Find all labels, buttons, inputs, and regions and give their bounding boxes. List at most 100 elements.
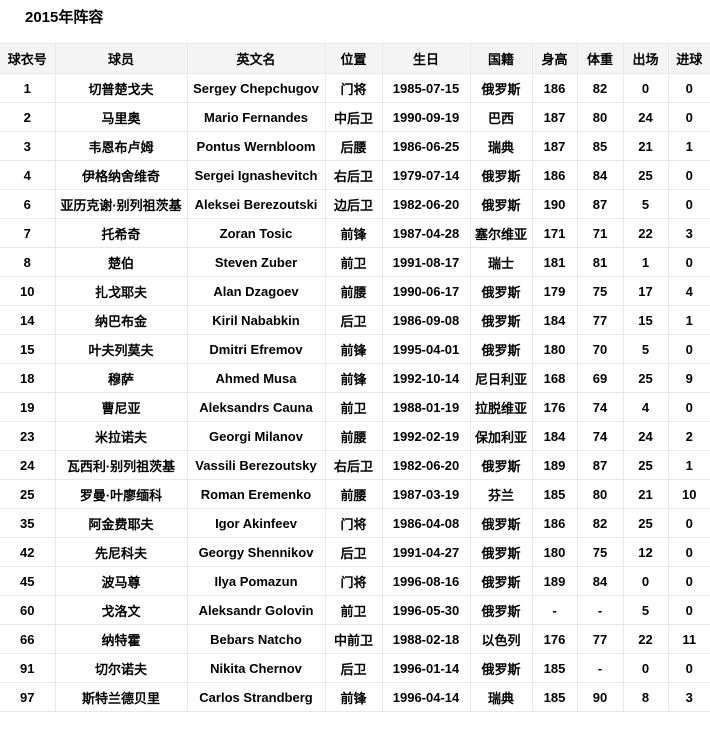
cell-appearances: 5 [622, 595, 669, 625]
cell-position: 前锋 [324, 334, 383, 364]
page-title: 2015年阵容 [25, 9, 104, 26]
cell-goals: 0 [667, 102, 710, 132]
table-row: 23 米拉诺夫 Georgi Milanov 前腰 1992-02-19 保加利亚 184 7… [0, 421, 710, 451]
table-row: 3 韦恩布卢姆 Pontus Wernbloom 后腰 1986-06-25 瑞典 187 8… [0, 131, 710, 161]
cell-position: 前锋 [324, 218, 383, 248]
cell-goals: 0 [667, 392, 710, 422]
cell-weight: - [576, 653, 624, 683]
cell-goals: 2 [667, 421, 710, 451]
cell-appearances: 21 [622, 131, 669, 161]
cell-weight: 77 [576, 624, 624, 654]
cell-position: 前卫 [324, 595, 383, 625]
table-row: 91 切尔诺夫 Nikita Chernov 后卫 1996-01-14 俄罗斯 185-0… [0, 653, 710, 683]
cell-goals: 1 [667, 305, 710, 335]
cell-height: 189 [531, 450, 578, 480]
cell-goals: 0 [667, 653, 710, 683]
column-header-number: 球衣号 [0, 43, 56, 74]
cell-weight: 75 [576, 537, 624, 567]
cell-goals: 3 [667, 218, 710, 248]
cell-appearances: 25 [622, 450, 669, 480]
cell-number: 6 [0, 189, 56, 219]
cell-weight: 71 [576, 218, 624, 248]
cell-birthday: 1996-08-16 [381, 566, 471, 596]
cell-player: 先尼科夫 [54, 537, 188, 567]
cell-weight: 74 [576, 392, 624, 422]
cell-nationality: 俄罗斯 [469, 508, 533, 538]
cell-height: 185 [531, 479, 578, 509]
cell-birthday: 1988-02-18 [381, 624, 471, 654]
cell-player: 托希奇 [54, 218, 188, 248]
cell-birthday: 1995-04-01 [381, 334, 471, 364]
table-row: 19 曹尼亚 Aleksandrs Cauna 前卫 1988-01-19 拉脱维亚 176… [0, 392, 710, 422]
cell-nationality: 俄罗斯 [469, 305, 533, 335]
cell-weight: 85 [576, 131, 624, 161]
cell-number: 14 [0, 305, 56, 335]
cell-birthday: 1986-06-25 [381, 131, 471, 161]
cell-position: 边后卫 [324, 189, 383, 219]
cell-weight: 87 [576, 450, 624, 480]
cell-goals: 0 [667, 508, 710, 538]
cell-position: 后卫 [324, 537, 383, 567]
table-row: 97 斯特兰德贝里 Carlos Strandberg 前锋 1996-04-14 瑞典 1… [0, 682, 710, 712]
cell-birthday: 1985-07-15 [381, 73, 471, 103]
table-row: 66 纳特霍 Bebars Natcho 中前卫 1988-02-18 以色列 176 77 2… [0, 624, 710, 654]
cell-number: 2 [0, 102, 56, 132]
cell-appearances: 24 [622, 421, 669, 451]
cell-english_name: Ahmed Musa [186, 363, 326, 393]
cell-position: 中前卫 [324, 624, 383, 654]
table-row: 7 托希奇 Zoran Tosic 前锋 1987-04-28 塞尔维亚 171 71 22 3 [0, 218, 710, 248]
cell-height: 186 [531, 508, 578, 538]
column-header-goals: 进球 [667, 43, 710, 74]
cell-weight: 82 [576, 508, 624, 538]
column-header-english_name: 英文名 [186, 43, 326, 74]
table-header-row: 球衣号 球员 英文名 位置 生日 国籍 身高 体重 出场 进球 [0, 43, 710, 74]
cell-nationality: 巴西 [469, 102, 533, 132]
cell-birthday: 1986-09-08 [381, 305, 471, 335]
cell-appearances: 1 [622, 247, 669, 277]
cell-nationality: 瑞典 [469, 131, 533, 161]
cell-goals: 0 [667, 595, 710, 625]
cell-player: 伊格纳舍维奇 [54, 160, 188, 190]
cell-english_name: Roman Eremenko [186, 479, 326, 509]
cell-weight: 80 [576, 479, 624, 509]
cell-player: 切普楚戈夫 [54, 73, 188, 103]
cell-number: 25 [0, 479, 56, 509]
cell-nationality: 塞尔维亚 [469, 218, 533, 248]
cell-number: 91 [0, 653, 56, 683]
cell-appearances: 5 [622, 334, 669, 364]
cell-goals: 11 [667, 624, 710, 654]
cell-english_name: Nikita Chernov [186, 653, 326, 683]
cell-height: 186 [531, 160, 578, 190]
cell-player: 叶夫列莫夫 [54, 334, 188, 364]
cell-weight: 87 [576, 189, 624, 219]
cell-birthday: 1991-08-17 [381, 247, 471, 277]
cell-height: 187 [531, 131, 578, 161]
cell-height: 186 [531, 73, 578, 103]
cell-birthday: 1987-03-19 [381, 479, 471, 509]
cell-english_name: Georgy Shennikov [186, 537, 326, 567]
cell-player: 阿金费耶夫 [54, 508, 188, 538]
cell-english_name: Alan Dzagoev [186, 276, 326, 306]
cell-birthday: 1990-09-19 [381, 102, 471, 132]
table-row: 24 瓦西利·别列祖茨基 Vassili Berezoutsky 右后卫 1982-06… [0, 450, 710, 480]
cell-weight: 81 [576, 247, 624, 277]
cell-nationality: 俄罗斯 [469, 276, 533, 306]
cell-birthday: 1992-10-14 [381, 363, 471, 393]
cell-english_name: Aleksandr Golovin [186, 595, 326, 625]
cell-goals: 10 [667, 479, 710, 509]
cell-player: 纳特霍 [54, 624, 188, 654]
column-header-nationality: 国籍 [469, 43, 533, 74]
cell-height: 171 [531, 218, 578, 248]
table-head: 球衣号 球员 英文名 位置 生日 国籍 身高 体重 出场 进球 [0, 43, 710, 74]
cell-appearances: 8 [622, 682, 669, 712]
cell-english_name: Georgi Milanov [186, 421, 326, 451]
table-row: 4 伊格纳舍维奇 Sergei Ignashevitch 右后卫 1979-07-14 俄… [0, 160, 710, 190]
cell-height: 184 [531, 305, 578, 335]
table-row: 25 罗曼·叶廖缅科 Roman Eremenko 前腰 1987-03-19 芬兰 185… [0, 479, 710, 509]
cell-height: 184 [531, 421, 578, 451]
cell-player: 罗曼·叶廖缅科 [54, 479, 188, 509]
cell-english_name: Vassili Berezoutsky [186, 450, 326, 480]
cell-number: 19 [0, 392, 56, 422]
cell-english_name: Pontus Wernbloom [186, 131, 326, 161]
cell-position: 后卫 [324, 305, 383, 335]
